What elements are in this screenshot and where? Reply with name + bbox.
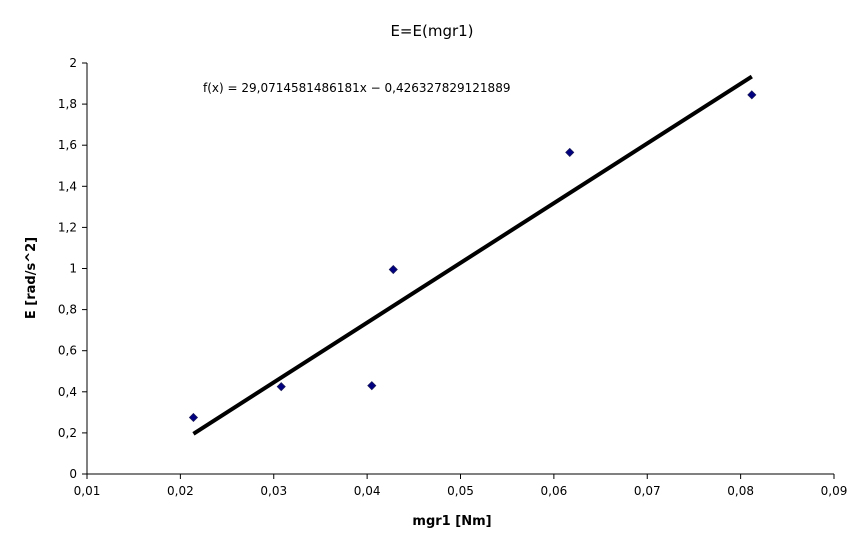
data-point [276,382,286,392]
x-tick-label: 0,04 [354,484,381,498]
data-points [188,90,757,423]
data-point [367,381,377,391]
x-tick-label: 0,08 [727,484,754,498]
y-tick-label: 0,4 [58,385,77,399]
x-tick-label: 0,01 [74,484,101,498]
y-tick-label: 0,6 [58,344,77,358]
x-tick-label: 0,07 [634,484,661,498]
data-point [188,412,199,423]
trendline [192,74,753,436]
trendline-equation: f(x) = 29,0714581486181x − 0,42632782912… [203,81,510,95]
x-axis-label: mgr1 [Nm] [412,514,491,529]
x-tick-label: 0,09 [821,484,848,498]
y-tick-label: 0,8 [58,303,77,317]
x-tick-label: 0,02 [167,484,194,498]
y-tick-label: 2 [69,56,77,70]
x-tick-label: 0,06 [541,484,568,498]
x-tick-label: 0,03 [260,484,287,498]
y-tick-label: 1 [69,262,77,276]
y-tick-label: 1,2 [58,220,77,234]
y-axis-label: E [rad/s^2] [24,237,39,319]
chart-title: E=E(mgr1) [390,22,473,40]
trendline-group [192,74,753,436]
axes: 0 0,2 0,4 0,6 0,8 1 1,2 1,4 1,6 1,8 2 0,01 0,02 0,03 0… [58,56,847,498]
y-tick-label: 0,2 [58,426,77,440]
y-tick-label: 1,8 [58,97,77,111]
data-point [565,147,575,157]
y-tick-label: 1,6 [58,138,77,152]
data-point [388,264,398,275]
y-tick-label: 1,4 [58,179,77,193]
data-point [747,90,757,100]
y-tick-label: 0 [69,467,77,481]
x-tick-label: 0,05 [447,484,474,498]
